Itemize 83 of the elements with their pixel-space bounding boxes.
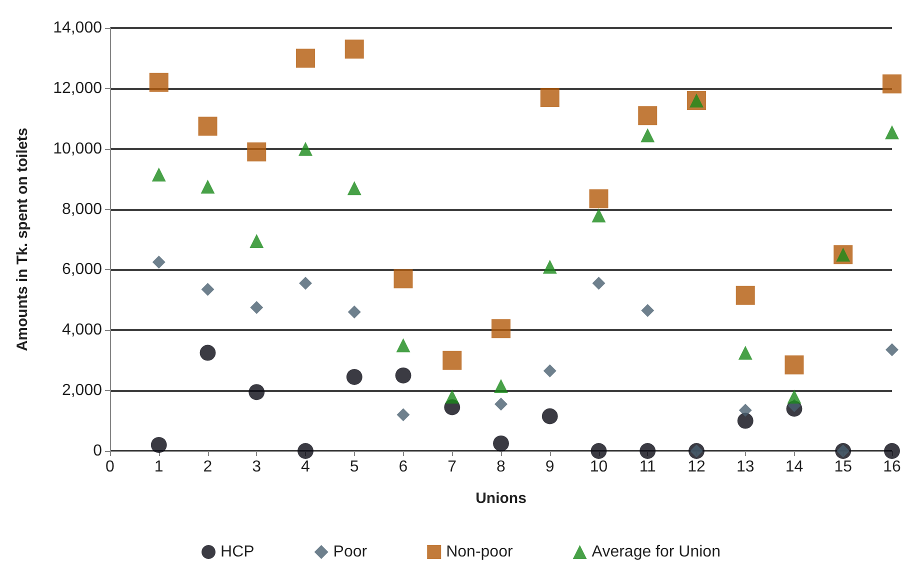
point xyxy=(543,364,556,378)
point xyxy=(152,256,166,269)
point xyxy=(640,128,655,142)
x-tick-label: 15 xyxy=(834,458,852,476)
x-tick-label: 1 xyxy=(154,458,164,476)
x-tick-label: 4 xyxy=(301,458,310,476)
x-tick-label: 14 xyxy=(785,458,804,476)
y-tick-label: 2,000 xyxy=(62,382,102,400)
point xyxy=(542,408,558,424)
point xyxy=(492,319,510,338)
point xyxy=(787,390,802,404)
point xyxy=(738,404,752,417)
point xyxy=(736,286,755,305)
x-tick-label: 5 xyxy=(350,458,359,476)
point xyxy=(590,443,607,459)
point xyxy=(347,181,362,196)
point xyxy=(784,355,804,374)
point xyxy=(299,276,312,290)
legend-label: Average for Union xyxy=(592,544,720,560)
x-tick-label: 12 xyxy=(688,458,706,476)
x-tick-label: 6 xyxy=(398,458,408,476)
point xyxy=(638,106,658,126)
point xyxy=(884,443,900,459)
point xyxy=(247,142,266,162)
x-tick-label: 3 xyxy=(252,458,262,476)
point xyxy=(738,346,752,360)
x-tick-label: 16 xyxy=(883,458,901,476)
point xyxy=(494,379,508,394)
point xyxy=(152,168,166,182)
point xyxy=(442,350,462,370)
point xyxy=(298,142,312,156)
y-tick-label: 4,000 xyxy=(62,322,102,339)
y-tick-label: 0 xyxy=(93,442,102,460)
x-tick-label: 8 xyxy=(496,458,506,476)
point xyxy=(737,412,754,429)
point xyxy=(589,189,608,208)
point xyxy=(542,260,557,274)
point xyxy=(198,116,218,136)
point xyxy=(149,72,168,92)
point xyxy=(200,180,215,194)
point xyxy=(641,304,654,318)
y-tick-label: 8,000 xyxy=(62,200,102,218)
y-tick-label: 14,000 xyxy=(53,20,102,36)
x-tick-label: 0 xyxy=(106,458,115,476)
point xyxy=(592,276,606,290)
point xyxy=(396,408,410,422)
x-tick-label: 11 xyxy=(639,458,656,476)
point xyxy=(296,48,315,68)
point xyxy=(886,343,898,356)
point xyxy=(493,435,509,452)
point xyxy=(540,88,560,107)
point xyxy=(396,338,410,352)
x-axis-title: Unions xyxy=(476,490,526,507)
legend-label: HCP xyxy=(220,544,254,560)
legend-label: Poor xyxy=(333,544,368,560)
x-tick-label: 10 xyxy=(590,458,608,476)
point xyxy=(248,384,265,400)
x-tick-label: 13 xyxy=(736,458,754,476)
point xyxy=(150,436,167,453)
point xyxy=(344,40,364,59)
point xyxy=(348,306,361,319)
point xyxy=(298,443,314,459)
point xyxy=(640,443,656,459)
y-tick-label: 6,000 xyxy=(62,261,102,278)
x-tick-label: 7 xyxy=(448,458,457,476)
x-tick-label: 2 xyxy=(203,458,212,476)
point xyxy=(201,282,214,296)
point xyxy=(445,390,460,404)
point xyxy=(882,74,902,94)
point xyxy=(592,208,606,222)
y-axis-title: Amounts in Tk. spent on toilets xyxy=(14,128,31,352)
point xyxy=(394,269,413,288)
point xyxy=(200,344,216,361)
point xyxy=(885,125,899,140)
point xyxy=(250,300,264,314)
legend-label: Non-poor xyxy=(446,544,514,560)
x-tick-label: 9 xyxy=(545,458,554,476)
point xyxy=(250,234,264,248)
point xyxy=(346,368,362,385)
point xyxy=(494,398,508,411)
point xyxy=(395,367,412,384)
y-tick-label: 12,000 xyxy=(53,80,102,97)
y-tick-label: 10,000 xyxy=(53,140,102,158)
